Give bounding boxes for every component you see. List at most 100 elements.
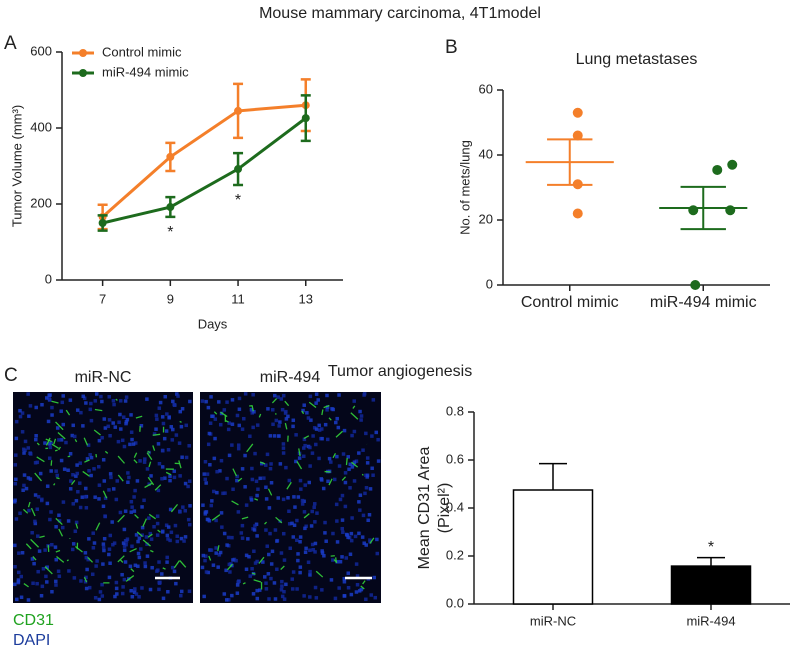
nucleus	[288, 546, 293, 551]
y-axis-label: Mean CD31 Area	[416, 447, 433, 570]
nucleus	[35, 507, 40, 511]
nucleus	[268, 531, 272, 536]
nucleus	[342, 428, 347, 433]
nucleus	[100, 399, 104, 404]
bar	[670, 565, 752, 605]
vessel	[95, 522, 101, 531]
panel-label: B	[445, 37, 458, 58]
nucleus	[84, 486, 88, 491]
nucleus	[18, 511, 22, 516]
nucleus	[92, 541, 97, 545]
nucleus	[249, 496, 253, 500]
nucleus	[54, 583, 58, 587]
vessel	[264, 521, 268, 525]
nucleus	[18, 408, 22, 413]
nucleus	[79, 579, 83, 583]
nucleus	[115, 592, 119, 596]
nucleus	[230, 593, 234, 598]
vessel	[173, 560, 181, 569]
nucleus	[111, 421, 115, 425]
nucleus	[114, 497, 119, 502]
vessel	[93, 429, 101, 436]
nucleus	[346, 571, 350, 575]
nucleus	[101, 545, 106, 550]
nucleus	[50, 589, 54, 594]
nucleus	[108, 472, 113, 476]
nucleus	[172, 569, 177, 574]
nucleus	[251, 592, 256, 596]
x-tick-label: 13	[299, 291, 313, 306]
nucleus	[124, 395, 129, 399]
nucleus	[108, 533, 113, 538]
nucleus	[161, 596, 166, 601]
nucleus	[100, 594, 105, 598]
nucleus	[57, 438, 61, 442]
nucleus	[350, 465, 355, 469]
nucleus	[19, 574, 24, 579]
nucleus	[94, 564, 98, 568]
nucleus	[209, 503, 214, 508]
nucleus	[13, 582, 17, 587]
nucleus	[237, 396, 242, 401]
vessel	[142, 539, 151, 547]
vessel	[351, 461, 359, 468]
nucleus	[240, 427, 245, 431]
nucleus	[150, 565, 154, 570]
nucleus	[200, 565, 205, 570]
nucleus	[291, 424, 295, 429]
nucleus	[79, 410, 83, 415]
vessel	[58, 446, 62, 451]
nucleus	[246, 537, 250, 541]
nucleus	[308, 548, 312, 553]
nucleus	[92, 467, 96, 471]
nucleus	[337, 464, 342, 468]
nucleus	[293, 505, 297, 509]
nucleus	[152, 524, 156, 529]
nucleus	[176, 394, 180, 398]
nucleus	[270, 408, 275, 412]
nucleus	[123, 560, 128, 564]
nucleus	[45, 580, 49, 584]
nucleus	[68, 487, 73, 491]
nucleus	[325, 437, 330, 442]
nucleus	[251, 392, 255, 397]
nucleus	[128, 442, 132, 447]
nucleus	[202, 472, 207, 476]
nucleus	[266, 572, 271, 576]
nucleus	[343, 471, 348, 475]
vessel	[321, 409, 324, 416]
nucleus	[46, 419, 51, 424]
nucleus	[179, 424, 184, 429]
nucleus	[375, 537, 379, 542]
nucleus	[308, 394, 313, 399]
nucleus	[88, 453, 92, 457]
vessel	[148, 513, 157, 520]
nucleus	[140, 505, 144, 509]
nucleus	[20, 430, 25, 434]
nucleus	[107, 547, 112, 551]
nucleus	[186, 484, 190, 489]
nucleus	[208, 421, 213, 425]
nucleus	[203, 558, 207, 563]
nucleus	[213, 417, 218, 421]
micrograph-texture	[13, 392, 381, 602]
vessel	[115, 398, 118, 401]
nucleus	[251, 425, 255, 430]
nucleus	[348, 462, 353, 467]
vessel	[341, 476, 347, 481]
nucleus	[249, 408, 254, 412]
nucleus	[111, 398, 116, 403]
nucleus	[364, 597, 368, 602]
vessel	[284, 422, 288, 430]
nucleus	[372, 575, 376, 580]
nucleus	[85, 567, 89, 572]
nucleus	[140, 586, 144, 590]
nucleus	[316, 398, 320, 402]
vessel	[152, 433, 161, 436]
nucleus	[253, 451, 257, 456]
vessel	[142, 518, 148, 527]
vessel	[350, 412, 359, 420]
nucleus	[148, 587, 153, 592]
dot	[572, 208, 583, 219]
nucleus	[252, 549, 256, 553]
